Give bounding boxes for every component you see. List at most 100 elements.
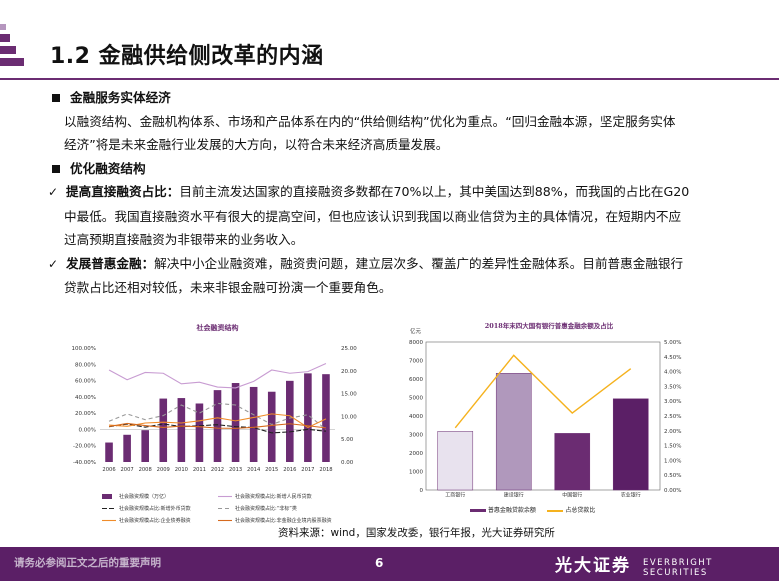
y-tick-label: 5.00 [341, 437, 354, 443]
y-tick-label: 6000 [409, 377, 423, 383]
chart-title: 社会融资结构 [196, 323, 239, 332]
bar [231, 383, 240, 462]
x-tick-label: 2007 [121, 467, 134, 473]
y-tick-label: 80.00% [75, 362, 96, 368]
x-tick-label: 2017 [301, 467, 314, 473]
bar [159, 398, 168, 462]
x-tick-label: 2012 [211, 467, 224, 473]
section-heading-2: 优化融资结构 [48, 157, 760, 181]
y-tick-label: 0.00% [664, 488, 681, 494]
y-tick-label: 10.00 [341, 414, 357, 420]
series-line [108, 422, 327, 429]
y-tick-label: 0.00% [79, 427, 96, 433]
checkmark-icon: ✓ [48, 256, 59, 271]
y-tick-label: 1000 [409, 470, 423, 476]
check-item-1: ✓ 提高直接融资占比：目前主流发达国家的直接融资多数都在70%以上，其中美国达到8… [48, 180, 760, 205]
y-tick-label: 25.00 [341, 346, 357, 352]
series-line [454, 354, 632, 429]
x-tick-label: 2015 [265, 467, 278, 473]
y-tick-label: 15.00 [341, 392, 357, 398]
series-line [108, 413, 327, 429]
series-line [108, 362, 327, 389]
paragraph-line: 贷款占比还相对较低，未来非银金融可扮演一个重要角色。 [64, 280, 392, 295]
y-tick-label: -20.00% [73, 444, 96, 450]
source-note: 资料来源：wind，国家发改委，银行年报，光大证券研究所 [278, 527, 555, 539]
square-bullet-icon [52, 94, 60, 102]
bar [123, 434, 131, 462]
x-tick-label: 工商银行 [445, 492, 465, 499]
body-text: 金融服务实体经济 以融资结构、金融机构体系、市场和产品体系在内的“供给侧结构”优… [48, 86, 760, 300]
bar [437, 431, 474, 491]
legend-label: 社会融资规模占比:企业债券融资 [119, 517, 191, 524]
y-tick-label: 40.00% [75, 395, 96, 401]
disclaimer-link[interactable]: 请务必参阅正文之后的重要声明 [14, 557, 161, 569]
y-tick-label: 100.00% [72, 346, 96, 352]
y-tick-label: 20.00% [75, 411, 96, 417]
bar [304, 373, 312, 462]
x-tick-label: 2011 [193, 467, 206, 473]
chart2-legend: 普惠金融贷款余额 占总贷款比 [470, 505, 595, 514]
legend-label: 社会融资规模占比:“非标”类 [235, 505, 297, 512]
y-tick-label: 0.00 [341, 460, 354, 466]
bar [322, 374, 330, 462]
plot-frame [425, 341, 661, 491]
bar [177, 398, 186, 462]
check-item-label: 发展普惠金融： [66, 255, 155, 271]
logo-text-en: EVERBRIGHT SECURITIES [643, 558, 713, 578]
y-tick-label: 2.00% [664, 429, 681, 435]
y-tick-label: 3.00% [664, 399, 681, 405]
y-tick-label: 60.00% [75, 379, 96, 385]
y-axis-unit: 亿元 [410, 327, 422, 335]
y-tick-label: 8000 [409, 340, 423, 346]
legend-swatch [102, 494, 112, 499]
x-tick-label: 2010 [175, 467, 188, 473]
bar [213, 390, 222, 462]
bar [195, 403, 204, 462]
y-tick-label: 3000 [409, 433, 423, 439]
y-tick-label: 5.00% [664, 340, 681, 346]
y-tick-label: 1.50% [664, 444, 681, 450]
logo-text-cn: 光大证券 [555, 556, 631, 576]
bar [141, 430, 149, 462]
series-line [108, 402, 327, 430]
y-tick-label: 4000 [409, 414, 423, 420]
legend-swatch [547, 509, 564, 512]
bar [554, 433, 591, 491]
y-tick-label: 4.00% [664, 370, 681, 376]
bar [495, 373, 532, 491]
legend-label: 社会融资规模占比:新增人民币贷款 [235, 493, 312, 500]
y-tick-label: 0 [420, 488, 424, 494]
paragraph-line: 以融资结构、金融机构体系、市场和产品体系在内的“供给侧结构”优化为重点。“回归金… [64, 113, 676, 129]
y-tick-label: 0.50% [664, 473, 681, 479]
x-tick-label: 2008 [139, 467, 152, 473]
bar [286, 380, 294, 462]
x-tick-label: 2013 [229, 467, 242, 473]
y-tick-label: 2000 [409, 451, 423, 457]
x-tick-label: 2009 [157, 467, 170, 473]
footer-bar: 请务必参阅正文之后的重要声明 6 光大证券 EVERBRIGHT SECURIT… [0, 547, 779, 581]
x-tick-label: 2018 [319, 467, 332, 473]
bar [249, 386, 258, 462]
bar [105, 442, 113, 462]
x-tick-label: 2016 [283, 467, 296, 473]
checkmark-icon: ✓ [48, 185, 59, 199]
y-tick-label: 4.50% [664, 355, 681, 361]
chart-title: 2018年末四大国有银行普惠金融余额及占比 [485, 321, 614, 330]
bar [267, 391, 276, 462]
y-tick-label: 7000 [409, 359, 423, 365]
legend-label: 社会融资规模占比:新增外币贷款 [119, 505, 191, 512]
financing-structure-chart: 社会融资结构 100.00% 80.00% 60.00% 40.00% 20.00% 0.0… [72, 323, 358, 524]
y-tick-label: 2.50% [664, 414, 681, 420]
paragraph-line: 过高预期直接融资为非银带来的业务收入。 [64, 232, 304, 247]
y-tick-label: 1.00% [664, 458, 681, 464]
x-tick-label: 中国银行 [562, 492, 582, 499]
paragraph-line: 中最低。我国直接融资水平有很大的提高空间，但也应该认识到我国以商业信贷为主的具体… [64, 208, 682, 224]
page-number: 6 [375, 556, 384, 570]
y-tick-label: 5000 [409, 396, 423, 402]
y-tick-label: 20.00 [341, 369, 357, 375]
section-heading-1: 金融服务实体经济 [48, 86, 760, 110]
y-tick-label: -40.00% [73, 460, 96, 466]
y-tick-label: 3.50% [664, 384, 681, 390]
bar [612, 398, 649, 491]
